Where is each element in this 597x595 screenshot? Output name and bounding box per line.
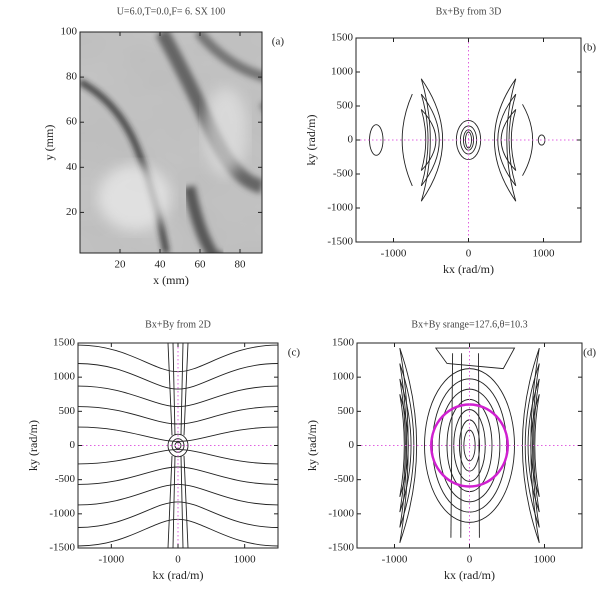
y-axis-label: y (mm) (42, 125, 56, 161)
y-tick-label: 500 (59, 405, 76, 417)
x-tick-label: 1000 (234, 554, 257, 566)
y-tick-label: 500 (338, 405, 355, 417)
contour-line (399, 347, 418, 544)
contour-line (497, 93, 517, 187)
x-axis-label: kx (rad/m) (443, 262, 494, 276)
y-tick-label: -1500 (328, 542, 354, 554)
panel-label: (a) (272, 36, 285, 48)
x-tick-label: -1000 (98, 554, 124, 566)
y-tick-label: 1000 (332, 371, 355, 383)
x-tick-label: -1000 (382, 554, 408, 566)
contour-line (450, 353, 454, 538)
chart-title: Bx+By from 2D (145, 319, 211, 330)
contour-line (180, 343, 184, 548)
chart-title: Bx+By from 3D (436, 6, 502, 17)
y-tick-label: 20 (66, 206, 78, 218)
x-axis-label: kx (rad/m) (444, 568, 495, 582)
x-tick-label: 1000 (534, 554, 557, 566)
contour-line (434, 347, 516, 370)
contour-line (527, 378, 540, 513)
panel-label: (c) (288, 347, 301, 359)
contour-line (172, 343, 176, 548)
x-tick-label: 80 (235, 259, 247, 271)
y-tick-label: -500 (334, 473, 355, 485)
y-tick-label: -1000 (327, 202, 353, 214)
x-tick-label: 0 (175, 554, 181, 566)
plot-area (357, 343, 582, 548)
contour-line (530, 394, 540, 497)
contour-line (420, 78, 444, 202)
y-tick-label: -1500 (327, 236, 353, 248)
x-tick-label: -1000 (381, 248, 407, 260)
contour-line (399, 378, 412, 513)
y-axis-label: ky (rad/m) (304, 115, 318, 166)
panel: -1000 0 1000 -1500 -1000 -500 0 500 1000 1500 Bx+B… (26, 319, 301, 581)
panel-label: (b) (583, 42, 596, 54)
plot-area (356, 38, 581, 242)
contour-line (500, 109, 517, 171)
y-tick-label: 1000 (53, 371, 76, 383)
contour-line (78, 363, 278, 390)
image-light (98, 164, 171, 231)
y-tick-label: -1000 (49, 507, 75, 519)
contour-line (478, 353, 480, 538)
x-axis-label: x (mm) (153, 273, 189, 287)
x-tick-label: 0 (466, 248, 472, 260)
contour-line (78, 426, 278, 442)
y-tick-label: 0 (349, 439, 355, 451)
y-tick-label: 1000 (331, 66, 354, 78)
contour-line (167, 343, 173, 548)
contour-line (493, 78, 517, 202)
y-tick-label: 100 (61, 26, 78, 38)
contour-line (438, 388, 501, 503)
image-feature (80, 79, 170, 253)
contour-line (78, 449, 278, 465)
y-tick-label: 1500 (53, 337, 76, 349)
x-tick-label: 60 (195, 259, 207, 271)
y-tick-label: -1000 (328, 507, 354, 519)
y-tick-label: 1500 (331, 32, 354, 44)
chart-title: Bx+By srange=127.6,θ=10.3 (411, 319, 527, 330)
y-tick-label: 0 (70, 439, 76, 451)
image-light (203, 87, 248, 176)
y-tick-label: -1500 (49, 542, 75, 554)
contour-line (420, 109, 437, 171)
panel-label: (d) (583, 347, 596, 359)
panel: -1000 0 1000 -1500 -1000 -500 0 500 1000 1500 Bx+B… (304, 6, 597, 275)
y-tick-label: 40 (66, 161, 78, 173)
y-tick-label: 80 (66, 71, 78, 83)
chart-title: U=6.0,T=0.0,F= 6. SX 100 (117, 6, 226, 17)
y-axis-label: ky (rad/m) (305, 420, 319, 471)
contour-line (78, 385, 278, 408)
plot-area (80, 32, 262, 253)
contour-line (167, 433, 189, 458)
x-axis-label: kx (rad/m) (153, 568, 204, 582)
y-tick-label: 500 (337, 100, 354, 112)
contour-line (537, 134, 546, 146)
contour-line (401, 93, 413, 187)
contour-line (78, 501, 278, 528)
contour-line (399, 394, 409, 497)
x-tick-label: 1000 (533, 248, 556, 260)
y-tick-label: 1500 (332, 337, 355, 349)
y-tick-label: 0 (348, 134, 354, 146)
contour-line (420, 93, 440, 187)
panel: -1000 0 1000 -1500 -1000 -500 0 500 1000 1500 Bx+B… (305, 319, 597, 581)
y-axis-label: ky (rad/m) (26, 420, 40, 471)
y-tick-label: 60 (66, 116, 78, 128)
y-tick-label: -500 (55, 473, 76, 485)
panel: 20 40 60 80 20 40 60 80 100 U=6.0,T=0.0,F= 6. SX … (42, 6, 285, 286)
y-tick-label: -500 (333, 168, 354, 180)
contour-line (463, 429, 476, 462)
x-tick-label: 0 (467, 554, 473, 566)
x-tick-label: 40 (155, 259, 167, 271)
plot-area (78, 343, 278, 548)
contour-line (522, 347, 540, 544)
x-tick-label: 20 (115, 259, 127, 271)
contour-line (183, 343, 189, 548)
axes-frame (79, 31, 263, 254)
image-feature (194, 32, 262, 110)
